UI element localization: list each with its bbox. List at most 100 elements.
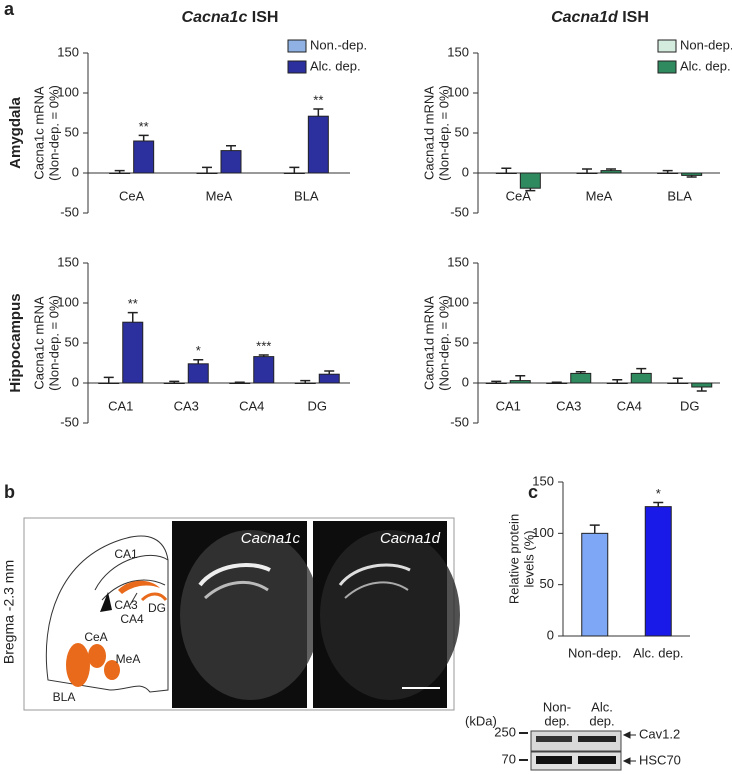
x-tick-label: Alc. dep. <box>633 645 684 660</box>
x-tick-label: CA3 <box>174 398 199 413</box>
error-bar <box>686 175 697 178</box>
region-label: CA1 <box>114 547 138 561</box>
x-tick-label: DG <box>308 398 328 413</box>
blot-unit: (kDa) <box>465 713 497 728</box>
y-tick-label: 50 <box>455 124 469 139</box>
significance: ** <box>139 119 149 134</box>
error-bar <box>589 524 600 534</box>
image-label: Cacna1d <box>380 530 441 547</box>
error-bar <box>258 354 269 357</box>
legend-label: Non.-dep. <box>310 37 367 52</box>
error-bar <box>103 376 114 383</box>
x-tick-label: CeA <box>506 188 532 203</box>
error-bar <box>226 145 236 151</box>
bar <box>546 382 568 384</box>
lane-label: dep. <box>544 713 569 728</box>
x-tick-label: CA4 <box>617 398 642 413</box>
error-bar <box>127 311 138 323</box>
y-tick-label: 100 <box>57 84 79 99</box>
lane-label: Alc. <box>591 699 613 714</box>
gene: Cacna1d <box>551 9 619 26</box>
bar <box>98 382 120 384</box>
suffix: ISH <box>252 9 279 26</box>
error-bar <box>169 380 180 383</box>
panel-label: a <box>4 0 15 19</box>
bregma-label: Bregma -2.3 mm <box>1 560 17 664</box>
bar <box>576 172 598 174</box>
y-axis-label: Cacna1d mRNA <box>421 296 436 390</box>
bar <box>187 363 209 384</box>
x-tick-label: CA3 <box>556 398 581 413</box>
y-axis-label: Relative protein <box>506 514 521 604</box>
column-title: Cacna1c ISH <box>182 9 279 26</box>
error-bar <box>606 168 616 171</box>
error-bar <box>234 381 245 383</box>
bar <box>630 372 652 384</box>
panel-label: c <box>528 482 538 502</box>
y-tick-label: 0 <box>72 164 79 179</box>
y-tick-label: 150 <box>447 254 469 269</box>
lane-label: Non- <box>543 699 571 714</box>
y-tick-label: 100 <box>447 84 469 99</box>
bar <box>196 172 218 174</box>
y-tick-label: -50 <box>60 414 79 429</box>
significance: ** <box>313 92 323 107</box>
y-tick-label: 100 <box>57 294 79 309</box>
error-bar <box>313 108 324 117</box>
marker-label: 250 <box>494 724 516 739</box>
bar <box>229 382 251 384</box>
bar <box>606 382 628 384</box>
error-bar <box>491 380 502 383</box>
lane-label: dep. <box>589 713 614 728</box>
bar <box>691 382 713 388</box>
significance: *** <box>256 338 271 353</box>
y-tick-label: 150 <box>57 44 79 59</box>
y-tick-label: -50 <box>450 204 469 219</box>
row-title: Amygdala <box>7 97 24 169</box>
region-label: CA4 <box>120 612 144 626</box>
legend-swatch <box>287 60 307 74</box>
error-bar <box>202 166 212 173</box>
x-tick-label: DG <box>680 398 700 413</box>
region-label: DG <box>148 601 166 615</box>
y-tick-label: 150 <box>57 254 79 269</box>
x-tick-label: Non-dep. <box>568 645 621 660</box>
bar <box>220 150 242 174</box>
band-label: Cav1.2 <box>639 726 680 741</box>
legend-label: Alc. dep. <box>680 58 731 73</box>
x-tick-label: CA4 <box>239 398 264 413</box>
image-label: Cacna1c <box>241 530 301 547</box>
x-tick-label: MeA <box>206 188 233 203</box>
legend-swatch <box>657 39 677 53</box>
error-bar <box>114 169 125 173</box>
ish-image <box>313 521 460 708</box>
legend-label: Alc. dep. <box>310 58 361 73</box>
band-label: HSC70 <box>639 752 681 767</box>
bar <box>253 356 275 384</box>
legend-swatch <box>657 60 677 74</box>
y-axis-label: (Non-dep. = 0%) <box>46 85 61 181</box>
bar <box>318 373 340 384</box>
bar <box>495 172 517 174</box>
bar <box>294 382 316 384</box>
error-bar <box>575 371 586 374</box>
bar <box>133 140 155 174</box>
x-tick-label: CeA <box>119 188 145 203</box>
bar <box>570 372 592 384</box>
y-axis-label: Cacna1c mRNA <box>31 86 46 180</box>
error-bar <box>300 379 311 383</box>
y-tick-label: 150 <box>447 44 469 59</box>
error-bar <box>612 379 623 383</box>
bar <box>644 506 672 637</box>
error-bar <box>193 359 204 364</box>
suffix: ISH <box>622 9 649 26</box>
y-tick-label: 0 <box>72 374 79 389</box>
error-bar <box>672 377 683 383</box>
y-tick-label: 50 <box>65 124 79 139</box>
region-label: MeA <box>116 652 141 666</box>
column-title: Cacna1d ISH <box>551 9 649 26</box>
atlas-diagram <box>45 535 169 693</box>
y-axis-label: (Non-dep. = 0%) <box>46 295 61 391</box>
y-axis-label: levels (%) <box>521 530 536 587</box>
